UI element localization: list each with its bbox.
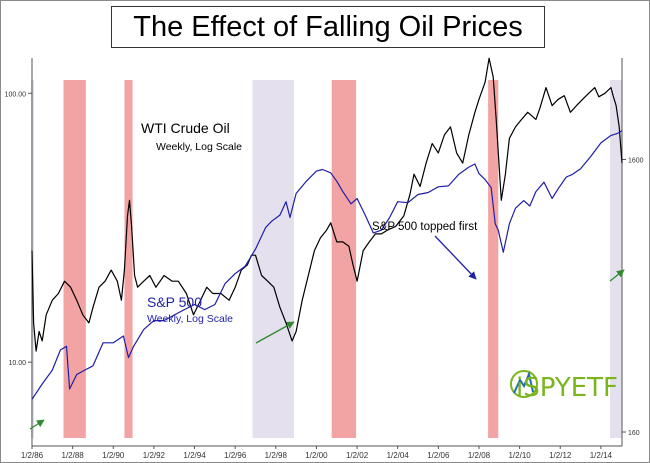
y-left-tick-label-1: 10.00: [8, 360, 26, 367]
x-tick-label-12: 1/2/08: [468, 451, 491, 460]
spx-series-sublabel: Weekly, Log Scale: [147, 313, 233, 325]
chart-title: The Effect of Falling Oil Prices: [111, 6, 545, 48]
x-tick-label-7: 1/2/98: [265, 451, 288, 460]
spx-series-label: S&P 500: [147, 294, 202, 310]
x-tick-label-3: 1/2/90: [102, 451, 125, 460]
y-left-tick-label-2: 100.00: [5, 91, 27, 98]
shaded-period-2: [63, 80, 86, 438]
shaded-period-5: [331, 80, 357, 438]
x-tick-label-5: 1/2/94: [183, 451, 206, 460]
annotation-label: S&P 500 topped first: [372, 221, 478, 233]
shaded-period-3: [124, 80, 133, 438]
shaded-period-6: [488, 80, 499, 438]
x-tick-label-6: 1/2/96: [224, 451, 247, 460]
oil-series-line: [31, 57, 623, 352]
spx-series-line: [31, 130, 623, 400]
x-tick-label-9: 1/2/02: [346, 451, 369, 460]
ispyetf-logo: iSPYETF: [510, 370, 618, 403]
annotation-arrow: [434, 235, 477, 280]
x-tick-label-14: 1/2/12: [549, 451, 572, 460]
y-right-tick-label-1: 160: [628, 430, 640, 437]
x-tick-label-1: 1/2/86: [21, 451, 44, 460]
x-tick-label-8: 1/2/00: [305, 451, 328, 460]
shaded-period-4: [252, 80, 295, 438]
x-tick-label-2: 1/2/88: [62, 451, 85, 460]
x-tick-label-15: 1/2/14: [590, 451, 613, 460]
oil-series-label: WTI Crude Oil: [141, 120, 230, 136]
logo-text: iSPYETF: [516, 373, 618, 403]
x-tick-label-13: 1/2/10: [508, 451, 531, 460]
y-right-tick-label-2: 1600: [628, 157, 644, 164]
arrow-green-2014: [609, 269, 625, 282]
x-tick-label-4: 1/2/92: [143, 451, 166, 460]
shaded-period-7: [610, 80, 622, 438]
x-tick-label-10: 1/2/04: [387, 451, 410, 460]
logo-mark: [513, 370, 534, 394]
oil-series-sublabel: Weekly, Log Scale: [156, 141, 242, 153]
arrow-green-1998: [255, 321, 295, 344]
x-tick-label-11: 1/2/06: [427, 451, 450, 460]
arrow-green-1986: [29, 419, 45, 430]
